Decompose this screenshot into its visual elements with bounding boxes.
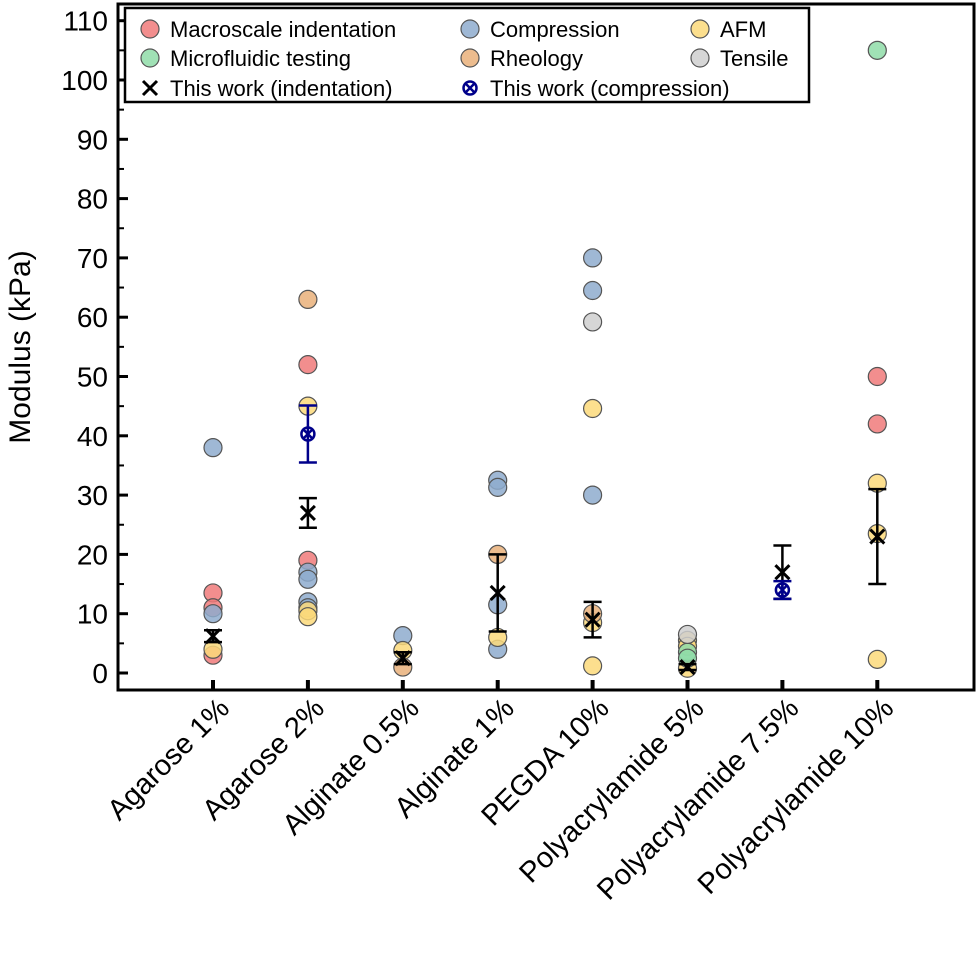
y-axis-label: Modulus (kPa) xyxy=(4,250,37,443)
data-point-crossed-circle xyxy=(300,426,316,442)
y-tick-label: 40 xyxy=(77,421,108,452)
data-point xyxy=(867,40,887,60)
data-point-cross xyxy=(302,428,314,440)
data-point xyxy=(677,624,698,645)
data-point xyxy=(298,355,318,375)
data-point xyxy=(140,48,160,68)
legend: Macroscale indentation Compression AFM Micr… xyxy=(123,6,811,104)
data-point-cross xyxy=(776,584,789,596)
y-tick-label: 50 xyxy=(77,362,108,393)
data-point-crossed-circle xyxy=(774,582,791,598)
data-point xyxy=(690,19,710,39)
data-point-x xyxy=(299,504,316,521)
data-point xyxy=(298,569,318,589)
data-point-x xyxy=(204,628,222,645)
data-point-cross xyxy=(464,82,476,94)
y-tick-label: 0 xyxy=(92,658,108,689)
data-point xyxy=(488,477,508,497)
data-point xyxy=(690,48,710,68)
data-point-x xyxy=(394,650,411,667)
data-point-x xyxy=(584,611,601,628)
legend-label: Macroscale indentation xyxy=(170,17,396,42)
y-tick-label: 80 xyxy=(77,184,108,215)
data-point-crossed-circle xyxy=(462,80,478,96)
y-tick-label: 60 xyxy=(77,302,108,333)
data-point xyxy=(460,48,480,68)
data-point xyxy=(140,19,160,39)
data-point xyxy=(582,398,603,419)
legend-label: This work (indentation) xyxy=(170,76,393,101)
legend-label: Rheology xyxy=(490,46,583,71)
data-point xyxy=(582,656,603,676)
data-point xyxy=(203,438,223,458)
x-tick-label: Polyacrylamide 5% xyxy=(513,692,710,889)
data-point xyxy=(298,607,318,627)
data-point xyxy=(867,414,887,434)
data-point xyxy=(298,289,318,310)
data-point xyxy=(582,248,603,268)
data-point xyxy=(582,485,603,505)
data-point-x xyxy=(489,584,506,602)
legend-label: This work (compression) xyxy=(490,76,730,101)
y-tick-label: 20 xyxy=(77,539,108,570)
y-tick-label: 100 xyxy=(61,65,108,96)
data-point-x xyxy=(869,528,886,545)
legend-label: AFM xyxy=(720,17,766,42)
data-point-x xyxy=(679,659,696,676)
data-point xyxy=(867,366,887,387)
y-tick-label: 30 xyxy=(77,480,108,511)
data-point-x xyxy=(141,79,159,97)
data-point xyxy=(460,19,480,39)
data-point-x xyxy=(774,564,791,581)
y-tick-label: 10 xyxy=(77,599,108,630)
data-point xyxy=(582,312,603,332)
legend-label: Tensile xyxy=(720,46,788,71)
data-point xyxy=(203,604,223,624)
legend-label: Compression xyxy=(490,17,620,42)
data-point xyxy=(867,649,887,669)
y-tick-label: 90 xyxy=(77,124,108,155)
y-tick-label: 110 xyxy=(63,6,108,37)
plot-frame xyxy=(116,2,976,692)
y-tick-label: 70 xyxy=(77,243,108,274)
legend-label: Microfluidic testing xyxy=(170,46,351,71)
data-point xyxy=(582,280,603,301)
